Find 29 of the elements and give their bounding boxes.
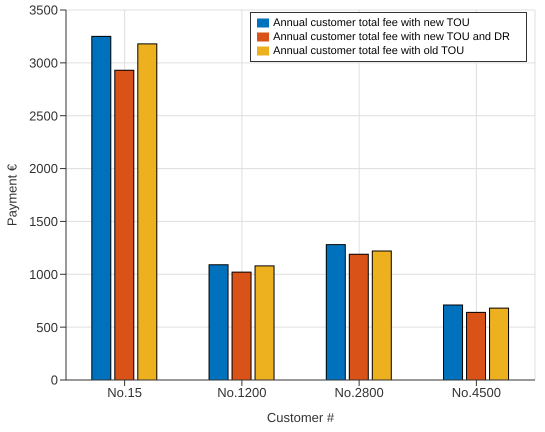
- legend-label: Annual customer total fee with new TOU: [273, 17, 470, 29]
- y-axis-title: Payment €: [4, 163, 20, 226]
- bar: [254, 265, 275, 380]
- x-tick-label: No.2800: [334, 385, 384, 400]
- bar: [326, 244, 346, 380]
- y-tick-label: 2500: [29, 108, 58, 124]
- x-axis-title: Customer #: [266, 410, 335, 425]
- y-tick-label: 500: [36, 320, 58, 335]
- y-tick-label: 2000: [29, 161, 58, 176]
- y-tick-label: 3000: [29, 55, 58, 70]
- bar: [489, 308, 510, 380]
- bar: [372, 250, 392, 380]
- y-tick-label: 0: [50, 372, 58, 388]
- legend-label: Annual customer total fee with old TOU: [273, 45, 464, 57]
- bar: [443, 304, 464, 380]
- bar: [348, 254, 369, 380]
- bar: [232, 272, 252, 380]
- y-tick-label: 3500: [29, 2, 58, 18]
- bar: [466, 312, 486, 380]
- y-tick-label: 1500: [29, 214, 58, 230]
- bar: [208, 264, 229, 380]
- y-tick-label: 1000: [29, 266, 58, 282]
- bar: [137, 43, 158, 380]
- bar: [114, 70, 134, 380]
- x-tick-label: No.4500: [452, 385, 501, 400]
- legend-label: Annual customer total fee with new TOU and DR: [273, 31, 510, 43]
- x-tick-label: No.15: [107, 385, 142, 400]
- bar: [91, 36, 112, 380]
- x-tick-label: No.1200: [217, 385, 266, 400]
